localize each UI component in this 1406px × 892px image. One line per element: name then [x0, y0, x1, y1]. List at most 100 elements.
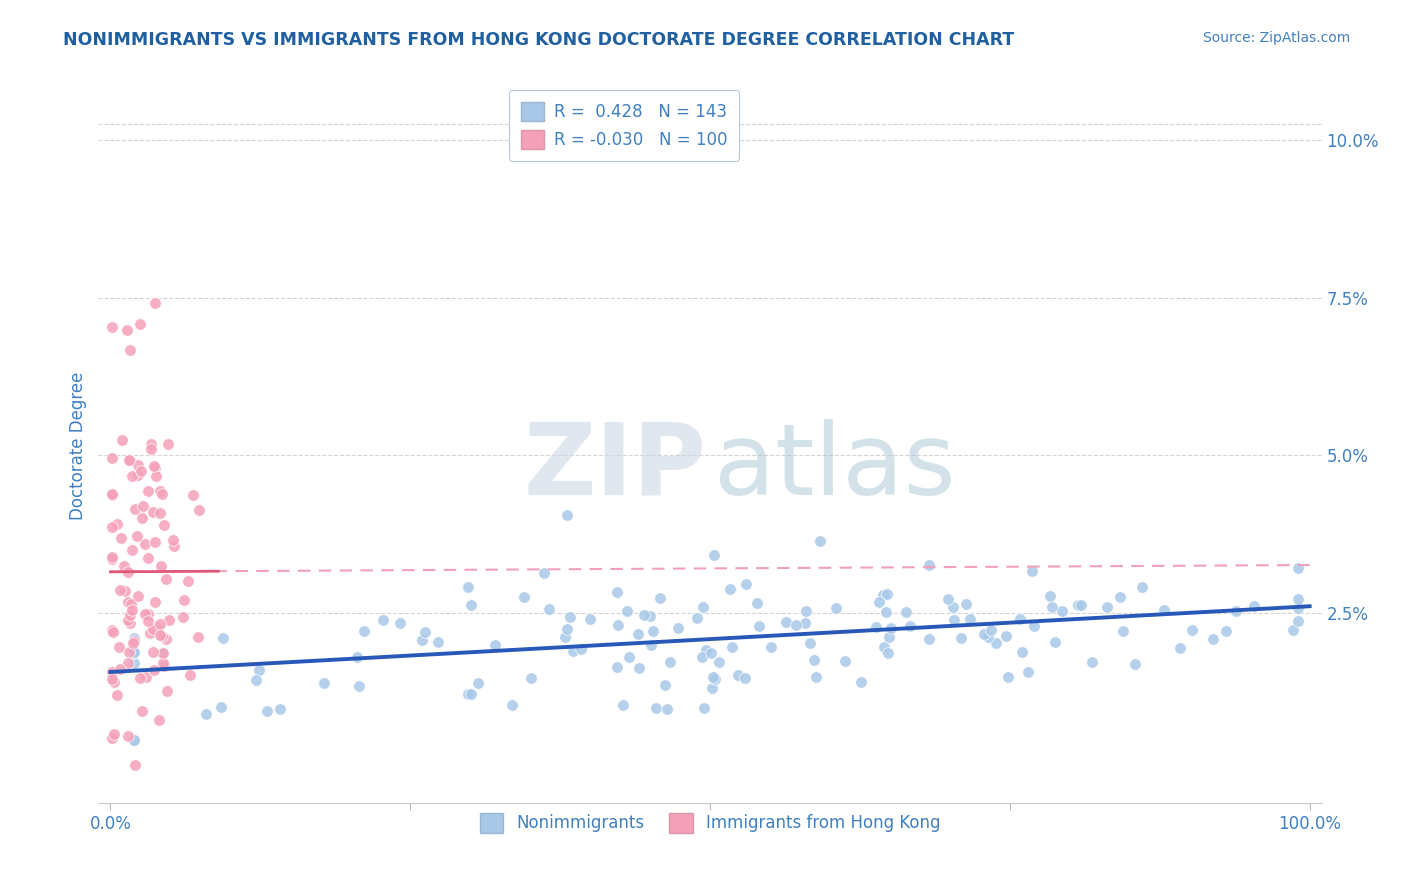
Point [555, 508, 578, 522]
Point [117, 656, 139, 670]
Point [152, 646, 174, 660]
Point [718, 582, 741, 596]
Point [312, 676, 335, 690]
Point [734, 577, 756, 591]
Point [124, 634, 146, 648]
Point [976, 630, 998, 644]
Point [121, 543, 143, 558]
Point [641, 624, 664, 638]
Point [139, 436, 162, 450]
Point [181, 488, 204, 502]
Point [143, 296, 166, 310]
Text: Source: ZipAtlas.com: Source: ZipAtlas.com [1202, 31, 1350, 45]
Point [560, 610, 582, 624]
Point [136, 550, 159, 565]
Point [117, 644, 139, 658]
Point [142, 505, 165, 519]
Point [533, 566, 555, 581]
Point [152, 518, 174, 533]
Point [127, 589, 149, 603]
Point [638, 609, 661, 624]
Point [1050, 604, 1073, 618]
Point [152, 659, 174, 673]
Point [569, 641, 592, 656]
Point [873, 640, 896, 654]
Point [100, 488, 122, 502]
Point [460, 599, 482, 613]
Point [157, 613, 180, 627]
Point [1286, 592, 1309, 607]
Point [555, 623, 578, 637]
Point [825, 600, 848, 615]
Point [143, 595, 166, 609]
Point [149, 484, 172, 499]
Point [918, 558, 941, 573]
Point [149, 506, 172, 520]
Point [110, 531, 132, 545]
Point [997, 670, 1019, 684]
Point [955, 597, 977, 611]
Point [734, 671, 756, 685]
Point [950, 632, 973, 646]
Point [114, 583, 136, 598]
Point [150, 629, 173, 643]
Point [513, 590, 536, 604]
Point [877, 630, 900, 644]
Point [612, 698, 634, 712]
Point [134, 537, 156, 551]
Text: ZIP: ZIP [523, 419, 706, 516]
Point [1108, 590, 1130, 604]
Point [188, 503, 211, 517]
Point [457, 687, 479, 701]
Point [1153, 603, 1175, 617]
Point [721, 640, 744, 654]
Point [460, 687, 482, 701]
Point [142, 645, 165, 659]
Point [865, 620, 887, 634]
Point [703, 548, 725, 562]
Point [658, 656, 681, 670]
Point [121, 469, 143, 483]
Point [484, 638, 506, 652]
Point [139, 442, 162, 457]
Point [127, 458, 149, 473]
Point [411, 633, 433, 648]
Point [538, 602, 561, 616]
Point [111, 433, 134, 447]
Point [693, 701, 716, 715]
Point [1243, 599, 1265, 614]
Point [1010, 612, 1032, 626]
Point [128, 671, 150, 685]
Point [1202, 632, 1225, 647]
Point [142, 622, 165, 636]
Point [501, 698, 523, 712]
Point [152, 656, 174, 670]
Point [100, 487, 122, 501]
Point [156, 683, 179, 698]
Point [100, 320, 122, 334]
Point [142, 458, 165, 473]
Point [118, 453, 141, 467]
Point [936, 591, 959, 606]
Point [1067, 598, 1090, 612]
Point [117, 595, 139, 609]
Point [690, 650, 713, 665]
Point [143, 664, 166, 678]
Point [803, 653, 825, 667]
Point [103, 675, 125, 690]
Point [389, 616, 412, 631]
Point [579, 612, 602, 626]
Point [117, 566, 139, 580]
Point [211, 631, 233, 645]
Point [1095, 600, 1118, 615]
Point [607, 618, 630, 632]
Point [143, 534, 166, 549]
Point [132, 499, 155, 513]
Point [413, 624, 436, 639]
Point [700, 646, 723, 660]
Point [135, 670, 157, 684]
Point [1225, 604, 1247, 618]
Point [131, 511, 153, 525]
Point [1043, 635, 1066, 649]
Point [917, 632, 939, 646]
